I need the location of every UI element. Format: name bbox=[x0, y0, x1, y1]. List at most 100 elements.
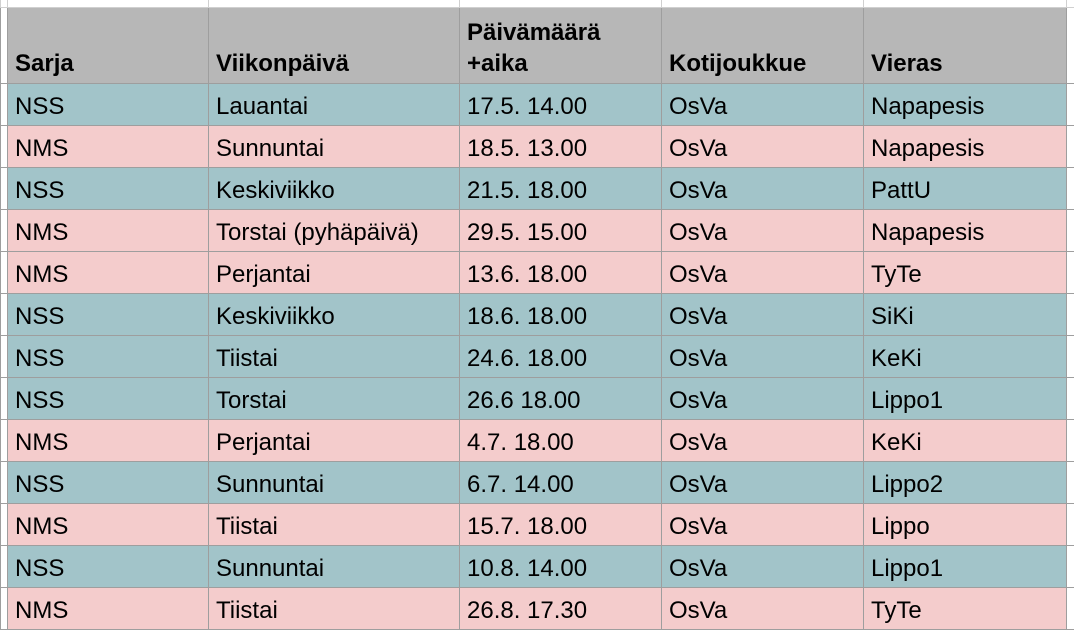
cell: OsVa bbox=[661, 503, 864, 546]
cell: 13.6. 18.00 bbox=[459, 251, 662, 294]
cell: SiKi bbox=[863, 293, 1067, 336]
cell: Napapesis bbox=[863, 209, 1067, 252]
empty-cell bbox=[1066, 0, 1074, 8]
data-row: NSS Tiistai 24.6. 18.00 OsVa KeKi bbox=[0, 335, 1074, 378]
cell: NMS bbox=[7, 587, 209, 630]
cell: Sunnuntai bbox=[208, 461, 460, 504]
empty-cell bbox=[208, 0, 460, 8]
cell: OsVa bbox=[661, 377, 864, 420]
cell: NSS bbox=[7, 377, 209, 420]
gutter-cell bbox=[0, 335, 8, 378]
gutter-cell bbox=[1066, 503, 1074, 546]
cell: 21.5. 18.00 bbox=[459, 167, 662, 210]
gutter-cell bbox=[1066, 545, 1074, 588]
gutter-cell bbox=[0, 377, 8, 420]
cell: OsVa bbox=[661, 587, 864, 630]
cell: 24.6. 18.00 bbox=[459, 335, 662, 378]
header-cell: Vieras bbox=[863, 7, 1067, 84]
cell: NMS bbox=[7, 251, 209, 294]
header-cell: Viikonpäivä bbox=[208, 7, 460, 84]
empty-cell bbox=[661, 0, 864, 8]
cell: Sunnuntai bbox=[208, 545, 460, 588]
data-row: NSS Lauantai 17.5. 14.00 OsVa Napapesis bbox=[0, 83, 1074, 126]
cell: Lippo1 bbox=[863, 545, 1067, 588]
empty-cell bbox=[863, 0, 1067, 8]
cell: OsVa bbox=[661, 83, 864, 126]
gutter-cell bbox=[1066, 335, 1074, 378]
cell: 6.7. 14.00 bbox=[459, 461, 662, 504]
cell: 15.7. 18.00 bbox=[459, 503, 662, 546]
cell: Tiistai bbox=[208, 503, 460, 546]
cell: NMS bbox=[7, 419, 209, 462]
data-row: NSS Keskiviikko 21.5. 18.00 OsVa PattU bbox=[0, 167, 1074, 210]
cell: Torstai (pyhäpäivä) bbox=[208, 209, 460, 252]
gutter-cell bbox=[0, 293, 8, 336]
gutter-cell bbox=[0, 209, 8, 252]
header-cell: Sarja bbox=[7, 7, 209, 84]
cell: OsVa bbox=[661, 167, 864, 210]
gutter-cell bbox=[1066, 209, 1074, 252]
data-row: NMS Perjantai 4.7. 18.00 OsVa KeKi bbox=[0, 419, 1074, 462]
cell: NMS bbox=[7, 125, 209, 168]
gutter-cell bbox=[1066, 377, 1074, 420]
gutter-cell bbox=[1066, 83, 1074, 126]
data-row: NMS Tiistai 26.8. 17.30 OsVa TyTe bbox=[0, 587, 1074, 630]
gutter-cell bbox=[1066, 587, 1074, 630]
cell: PattU bbox=[863, 167, 1067, 210]
cell: OsVa bbox=[661, 125, 864, 168]
cell: Lauantai bbox=[208, 83, 460, 126]
empty-cell bbox=[7, 0, 209, 8]
cell: 18.6. 18.00 bbox=[459, 293, 662, 336]
gutter-cell bbox=[1066, 251, 1074, 294]
gutter-cell bbox=[1066, 7, 1074, 84]
cell: Tiistai bbox=[208, 335, 460, 378]
cell: NMS bbox=[7, 209, 209, 252]
gutter-cell bbox=[0, 461, 8, 504]
gutter-cell bbox=[1066, 293, 1074, 336]
cell: OsVa bbox=[661, 419, 864, 462]
cell: 26.8. 17.30 bbox=[459, 587, 662, 630]
gutter-cell bbox=[0, 167, 8, 210]
cell: Keskiviikko bbox=[208, 167, 460, 210]
cell: Perjantai bbox=[208, 251, 460, 294]
gutter-cell bbox=[0, 7, 8, 84]
cell: NSS bbox=[7, 293, 209, 336]
gutter-cell bbox=[0, 419, 8, 462]
cell: Napapesis bbox=[863, 125, 1067, 168]
header-row: Sarja Viikonpäivä Päivämäärä +aika Kotijouk… bbox=[0, 7, 1074, 84]
cell: Sunnuntai bbox=[208, 125, 460, 168]
gutter-cell bbox=[0, 503, 8, 546]
cell: Lippo bbox=[863, 503, 1067, 546]
cell: NSS bbox=[7, 83, 209, 126]
cell: NSS bbox=[7, 335, 209, 378]
cell: Keskiviikko bbox=[208, 293, 460, 336]
spacer-row bbox=[0, 0, 1074, 8]
cell: OsVa bbox=[661, 209, 864, 252]
gutter-cell bbox=[1066, 125, 1074, 168]
cell: 17.5. 14.00 bbox=[459, 83, 662, 126]
data-row: NSS Torstai 26.6 18.00 OsVa Lippo1 bbox=[0, 377, 1074, 420]
cell: KeKi bbox=[863, 419, 1067, 462]
cell: 10.8. 14.00 bbox=[459, 545, 662, 588]
header-cell: Päivämäärä +aika bbox=[459, 7, 662, 84]
cell: 18.5. 13.00 bbox=[459, 125, 662, 168]
cell: NSS bbox=[7, 167, 209, 210]
header-cell: Kotijoukkue bbox=[661, 7, 864, 84]
cell: 4.7. 18.00 bbox=[459, 419, 662, 462]
cell: Torstai bbox=[208, 377, 460, 420]
cell: OsVa bbox=[661, 293, 864, 336]
data-row: NMS Torstai (pyhäpäivä) 29.5. 15.00 OsVa Nap… bbox=[0, 209, 1074, 252]
cell: Napapesis bbox=[863, 83, 1067, 126]
gutter-cell bbox=[1066, 419, 1074, 462]
cell: Tiistai bbox=[208, 587, 460, 630]
cell: OsVa bbox=[661, 251, 864, 294]
cell: Perjantai bbox=[208, 419, 460, 462]
gutter-cell bbox=[1066, 461, 1074, 504]
cell: Lippo2 bbox=[863, 461, 1067, 504]
data-row: NMS Tiistai 15.7. 18.00 OsVa Lippo bbox=[0, 503, 1074, 546]
cell: 29.5. 15.00 bbox=[459, 209, 662, 252]
gutter-cell bbox=[0, 125, 8, 168]
gutter-cell bbox=[0, 587, 8, 630]
